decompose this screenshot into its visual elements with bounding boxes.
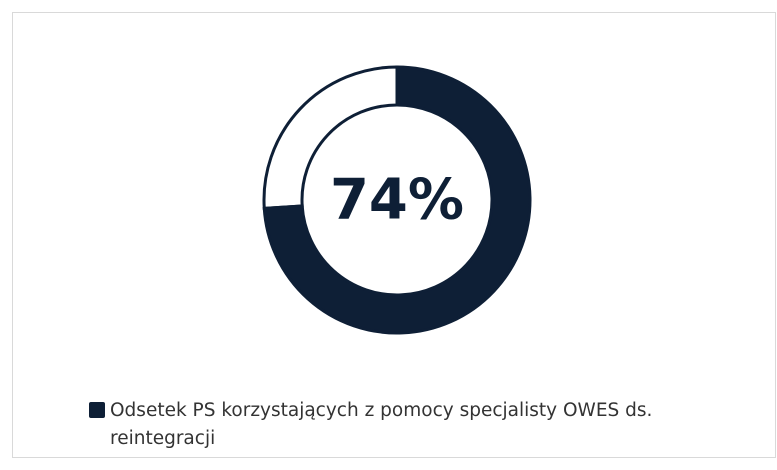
donut-segment bbox=[262, 65, 532, 335]
legend-label: Odsetek PS korzystających z pomocy specj… bbox=[110, 400, 653, 449]
frame bbox=[12, 12, 776, 458]
legend: Odsetek PS korzystających z pomocy specj… bbox=[89, 397, 669, 453]
center-label: 74% bbox=[330, 168, 464, 233]
legend-swatch bbox=[89, 402, 105, 418]
